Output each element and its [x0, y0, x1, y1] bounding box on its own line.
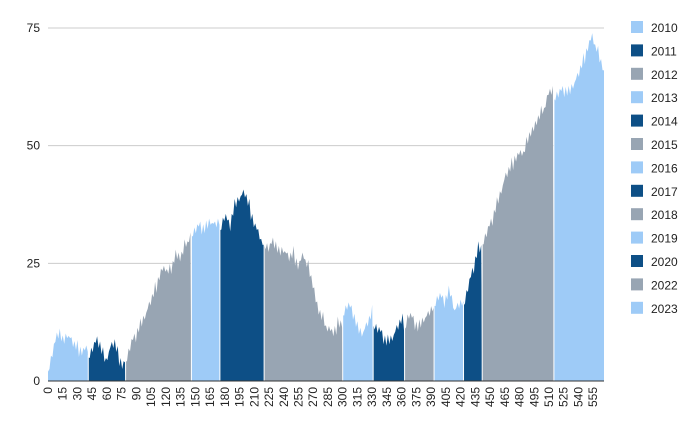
x-tick-label: 45	[85, 387, 99, 401]
legend-swatch-2019	[631, 231, 643, 244]
y-tick-label: 25	[27, 256, 41, 270]
x-tick-label: 375	[409, 387, 423, 407]
legend-swatch-2022	[631, 278, 643, 291]
area-layer	[48, 33, 604, 382]
legend-swatch-2014	[631, 114, 643, 127]
area-series-2019	[434, 285, 464, 381]
x-tick-label: 150	[188, 387, 202, 407]
area-series-2018	[404, 305, 435, 381]
legend-label-2020: 2020	[651, 255, 678, 269]
x-tick-label: 345	[380, 387, 394, 407]
x-tick-label: 210	[247, 387, 261, 407]
y-tick-label: 75	[27, 21, 41, 35]
area-series-2014	[219, 189, 265, 381]
x-tick-label: 360	[395, 387, 409, 407]
x-tick-label: 195	[233, 387, 247, 407]
y-tick-label: 0	[33, 374, 40, 388]
area-series-2020	[463, 241, 483, 381]
x-tick-label: 465	[498, 387, 512, 407]
legend-swatch-2012	[631, 67, 643, 80]
x-tick-label: 405	[439, 387, 453, 407]
x-tick-label: 255	[291, 387, 305, 407]
x-tick-label: 0	[41, 387, 55, 394]
area-series-2015	[264, 237, 343, 381]
x-tick-label: 315	[350, 387, 364, 407]
legend-swatch-2011	[631, 44, 643, 57]
x-tick-label: 420	[454, 387, 468, 407]
x-tick-label: 60	[100, 387, 114, 401]
legend-label-2011: 2011	[651, 44, 677, 58]
x-tick-label: 330	[365, 387, 379, 407]
area-series-2010	[48, 328, 89, 381]
area-series-2022	[482, 85, 554, 381]
area-series-2017	[373, 313, 405, 381]
area-series-2023	[553, 33, 604, 382]
x-tick-label: 270	[306, 387, 320, 407]
x-tick-label: 225	[262, 387, 276, 407]
x-tick-label: 390	[424, 387, 438, 407]
x-tick-label: 285	[321, 387, 335, 407]
legend-swatch-2015	[631, 138, 643, 150]
x-tick-label: 135	[174, 387, 188, 407]
x-tick-label: 165	[203, 387, 217, 407]
x-tick-label: 540	[571, 387, 585, 407]
legend-label-2018: 2018	[651, 208, 678, 222]
x-tick-label: 90	[129, 387, 143, 401]
x-tick-label: 495	[527, 387, 541, 407]
area-series-2012	[125, 232, 192, 381]
x-tick-label: 480	[513, 387, 527, 407]
x-tick-label: 30	[70, 387, 84, 401]
x-tick-label: 555	[586, 387, 600, 407]
x-tick-label: 510	[542, 387, 556, 407]
x-tick-label: 450	[483, 387, 497, 407]
area-series-2013	[191, 218, 220, 381]
legend-label-2023: 2023	[651, 302, 678, 316]
legend: 2010 2011 2012 2013 2014 2015 2016 2017 2018 2019…	[631, 21, 678, 316]
area-series-2016	[342, 302, 374, 381]
legend-swatch-2017	[631, 184, 643, 197]
legend-swatch-2013	[631, 91, 643, 104]
legend-label-2013: 2013	[651, 91, 678, 105]
legend-swatch-2020	[631, 255, 643, 267]
legend-label-2012: 2012	[651, 68, 678, 82]
x-tick-label: 105	[144, 387, 158, 407]
x-tick-label: 120	[159, 387, 173, 407]
legend-label-2017: 2017	[651, 185, 678, 199]
legend-swatch-2010	[631, 21, 643, 33]
x-tick-label: 240	[277, 387, 291, 407]
x-tick-label: 15	[56, 387, 70, 401]
x-tick-label: 300	[336, 387, 350, 407]
legend-swatch-2023	[631, 301, 643, 314]
legend-label-2016: 2016	[651, 161, 678, 175]
legend-label-2019: 2019	[651, 232, 678, 246]
y-tick-label: 50	[27, 139, 41, 153]
legend-label-2010: 2010	[651, 21, 678, 35]
x-tick-label: 180	[218, 387, 232, 407]
x-tick-label: 525	[557, 387, 571, 407]
legend-swatch-2016	[631, 161, 643, 174]
area-series-2011	[88, 336, 126, 381]
x-tick-label: 75	[115, 387, 129, 401]
legend-label-2022: 2022	[651, 278, 678, 292]
x-tick-label: 435	[468, 387, 482, 407]
legend-label-2014: 2014	[651, 115, 678, 129]
legend-swatch-2018	[631, 208, 643, 221]
legend-label-2015: 2015	[651, 138, 678, 152]
